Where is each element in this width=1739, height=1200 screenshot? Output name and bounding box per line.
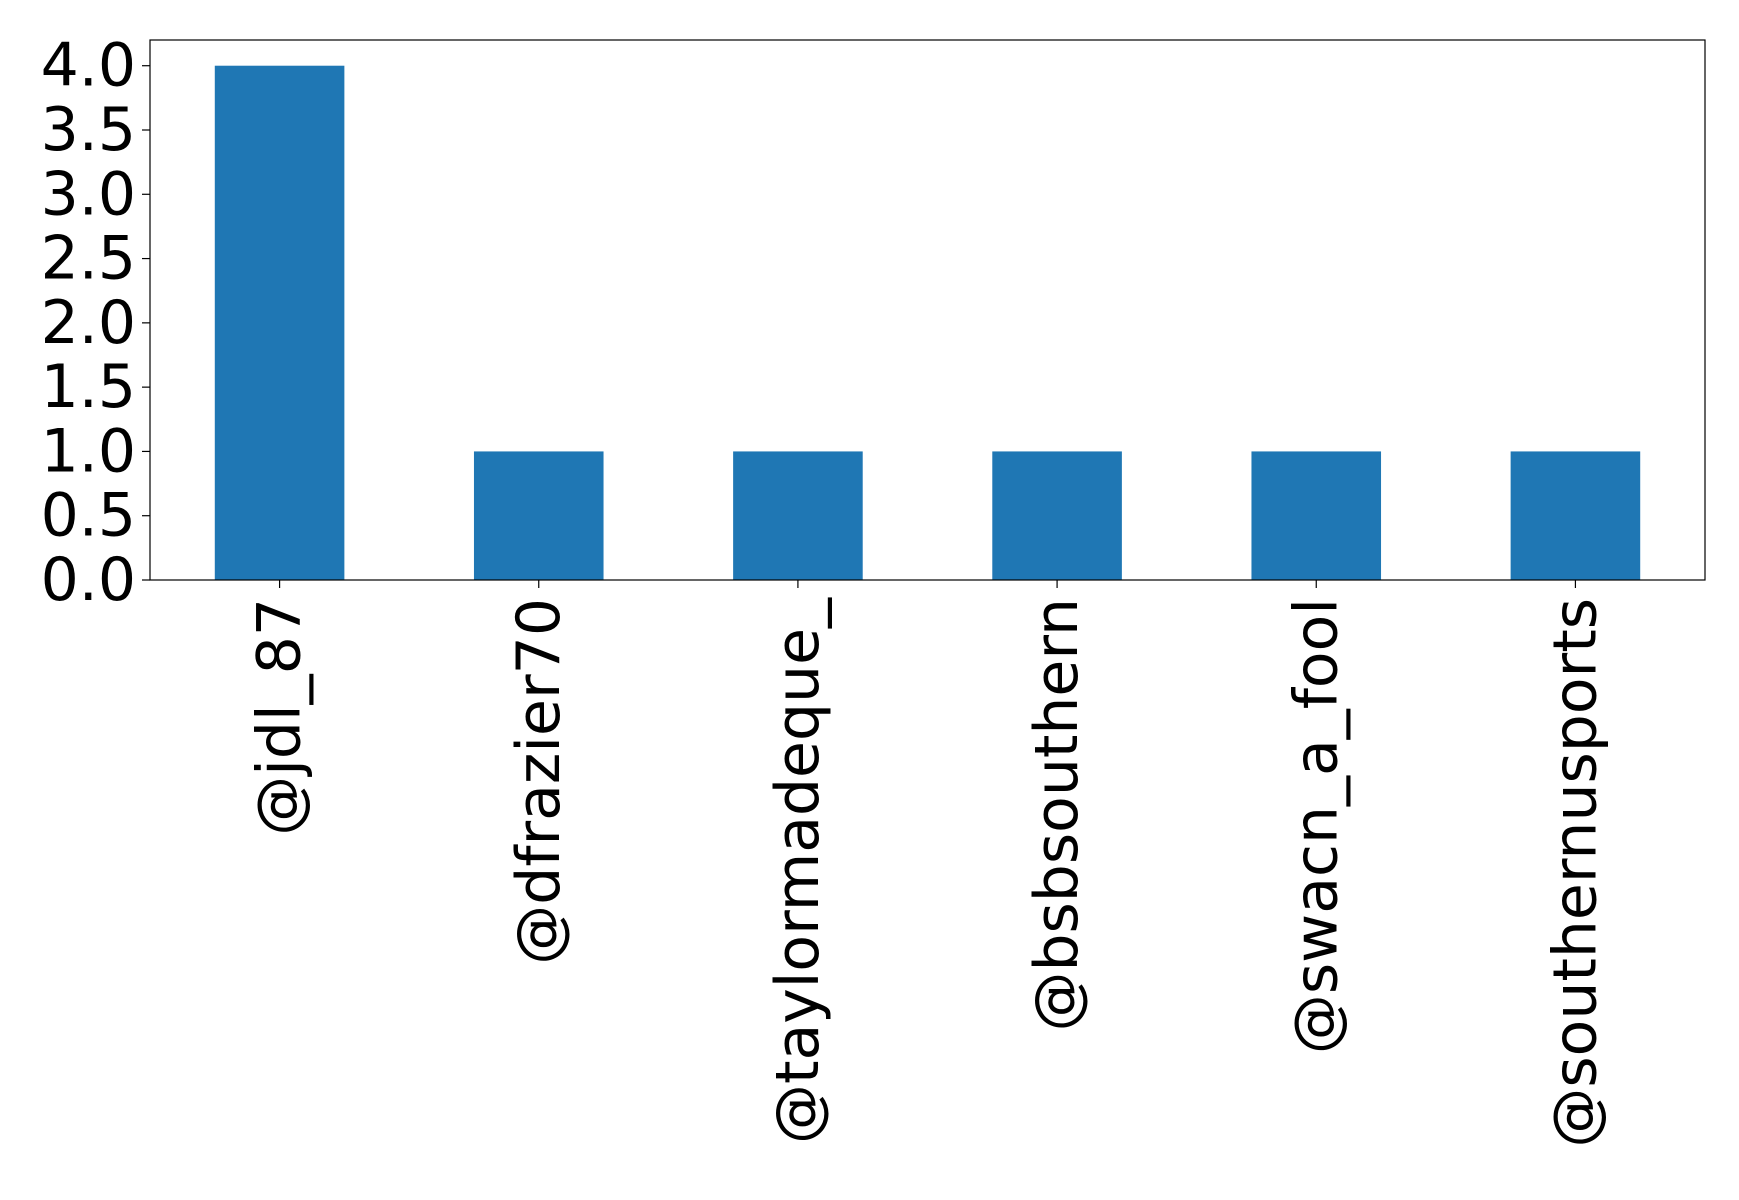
x-tick-label-4: @swacn_a_fool <box>1281 598 1351 1054</box>
y-tick-label-5: 2.5 <box>41 224 136 294</box>
y-tick-label-0: 0.0 <box>41 545 136 615</box>
x-tick-label-2: @taylormadeque_ <box>763 597 833 1144</box>
bar-3 <box>992 451 1122 580</box>
bar-1 <box>473 451 604 580</box>
bar-4 <box>1251 451 1382 580</box>
y-tick-label-8: 4.0 <box>41 31 136 101</box>
y-tick-label-4: 2.0 <box>41 288 136 358</box>
x-axis: @jdl_87 @dfrazier70 @taylormadeque_ @bsbsou… <box>245 580 1610 1148</box>
bar-5 <box>1510 451 1641 580</box>
y-tick-label-2: 1.0 <box>41 416 136 486</box>
x-tick-label-3: @bsbsouthern <box>1022 598 1092 1032</box>
bar-2 <box>733 451 863 580</box>
y-tick-label-1: 0.5 <box>41 481 136 551</box>
x-tick-label-5: @southernusports <box>1540 598 1610 1148</box>
y-axis: 0.00.51.01.52.02.53.03.54.0 <box>41 31 150 615</box>
x-tick-label-0: @jdl_87 <box>245 598 315 836</box>
plot-frame <box>149 39 1706 581</box>
x-tick-label-1: @dfrazier70 <box>504 598 574 965</box>
y-tick-label-3: 1.5 <box>41 352 136 422</box>
bars-layer <box>214 65 1641 580</box>
bar-0 <box>214 65 345 580</box>
y-tick-label-7: 3.5 <box>41 95 136 165</box>
y-tick-label-6: 3.0 <box>41 159 136 229</box>
